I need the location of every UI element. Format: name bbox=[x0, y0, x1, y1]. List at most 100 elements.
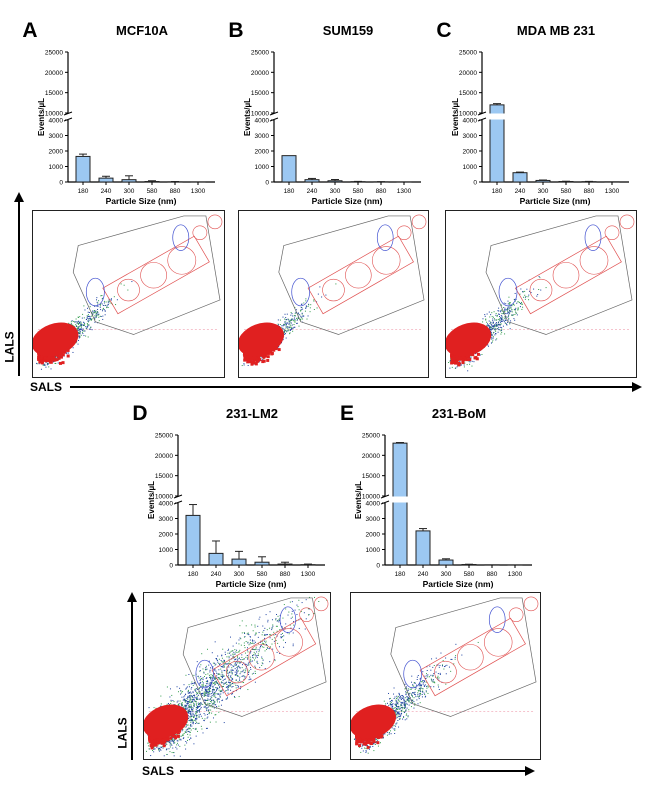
event-point bbox=[36, 363, 38, 365]
event-point-dense bbox=[44, 359, 48, 363]
event-point bbox=[283, 332, 285, 334]
y-tick-label: 20000 bbox=[251, 70, 269, 77]
event-point bbox=[504, 319, 506, 321]
event-point bbox=[517, 309, 519, 311]
event-point bbox=[491, 312, 493, 314]
x-tick-label: 1300 bbox=[397, 188, 412, 195]
event-point bbox=[448, 361, 450, 363]
event-point bbox=[261, 356, 263, 358]
event-point bbox=[490, 327, 492, 329]
x-tick-label: 180 bbox=[188, 571, 199, 578]
x-tick-label: 300 bbox=[124, 188, 135, 195]
event-point bbox=[283, 329, 285, 331]
event-point bbox=[307, 315, 309, 317]
event-point bbox=[497, 310, 499, 312]
event-point bbox=[77, 330, 79, 332]
event-point bbox=[509, 303, 511, 305]
event-point bbox=[493, 311, 495, 313]
event-point bbox=[463, 366, 465, 368]
event-point bbox=[494, 329, 496, 331]
event-point bbox=[46, 363, 48, 365]
gate-circle bbox=[207, 214, 223, 230]
event-point bbox=[303, 302, 305, 304]
event-point bbox=[97, 302, 99, 304]
event-point bbox=[459, 361, 461, 363]
event-point bbox=[97, 313, 99, 315]
event-point-dense bbox=[246, 355, 250, 359]
event-point bbox=[284, 313, 286, 315]
x-tick-label: 1300 bbox=[191, 188, 206, 195]
event-point bbox=[508, 318, 510, 320]
event-point bbox=[87, 321, 89, 323]
event-point bbox=[502, 325, 504, 327]
event-point-dense bbox=[243, 355, 247, 359]
event-point-dense bbox=[245, 357, 249, 361]
event-point bbox=[470, 357, 472, 359]
event-point bbox=[307, 305, 309, 307]
event-point bbox=[501, 331, 503, 333]
event-point bbox=[503, 302, 505, 304]
event-point bbox=[500, 319, 502, 321]
chart-b: B SUM159 Events/µL Particle Size (nm) 10000 1… bbox=[206, 19, 426, 210]
event-point bbox=[287, 318, 289, 320]
event-point bbox=[73, 325, 75, 327]
event-point-dense bbox=[255, 356, 259, 360]
event-point bbox=[538, 276, 540, 278]
event-point bbox=[87, 320, 89, 322]
event-point bbox=[288, 327, 290, 329]
event-point bbox=[82, 333, 84, 335]
event-point bbox=[294, 307, 296, 309]
event-point bbox=[500, 321, 502, 323]
event-point bbox=[78, 335, 80, 337]
event-point bbox=[81, 328, 83, 330]
event-point bbox=[294, 319, 296, 321]
event-point bbox=[79, 331, 81, 333]
event-point bbox=[76, 321, 78, 323]
chart-c: C MDA MB 231 Events/µL Particle Size (nm) 10… bbox=[414, 19, 634, 210]
event-point bbox=[508, 319, 510, 321]
event-point-dense bbox=[48, 360, 52, 364]
event-point bbox=[305, 306, 307, 308]
event-point bbox=[500, 315, 502, 317]
event-point bbox=[289, 320, 291, 322]
event-point bbox=[87, 307, 89, 309]
event-point bbox=[492, 334, 494, 336]
event-point bbox=[494, 326, 496, 328]
event-point bbox=[490, 338, 492, 340]
event-point bbox=[120, 283, 122, 285]
event-point bbox=[495, 328, 497, 330]
y-tick-label: 2000 bbox=[159, 532, 174, 539]
event-point-dense bbox=[266, 355, 270, 359]
event-point bbox=[506, 313, 508, 315]
x-tick-label: 1300 bbox=[301, 571, 316, 578]
gate-rectangle bbox=[307, 235, 414, 315]
event-point bbox=[304, 310, 306, 312]
event-point-dense bbox=[57, 355, 61, 359]
event-point bbox=[101, 295, 103, 297]
event-point bbox=[494, 319, 496, 321]
event-point bbox=[284, 333, 286, 335]
event-point bbox=[496, 324, 498, 326]
event-point bbox=[475, 353, 477, 355]
event-point bbox=[84, 330, 86, 332]
event-point bbox=[514, 292, 516, 294]
event-point bbox=[305, 307, 307, 309]
event-point bbox=[505, 303, 507, 305]
y-tick-label: 25000 bbox=[251, 50, 269, 57]
event-point bbox=[108, 300, 110, 302]
event-point bbox=[486, 323, 488, 325]
scatter-svg bbox=[446, 214, 635, 372]
event-point bbox=[80, 328, 82, 330]
event-point bbox=[502, 317, 504, 319]
event-point bbox=[83, 305, 85, 307]
scatter-plot-c bbox=[445, 210, 637, 378]
event-point bbox=[495, 333, 497, 335]
x-tick-label: 580 bbox=[561, 188, 572, 195]
event-point bbox=[319, 286, 321, 288]
event-point bbox=[467, 370, 469, 372]
event-point bbox=[297, 317, 299, 319]
event-point bbox=[78, 337, 80, 339]
event-point bbox=[500, 317, 502, 319]
event-point bbox=[497, 328, 499, 330]
bar-break-gap bbox=[391, 496, 409, 503]
